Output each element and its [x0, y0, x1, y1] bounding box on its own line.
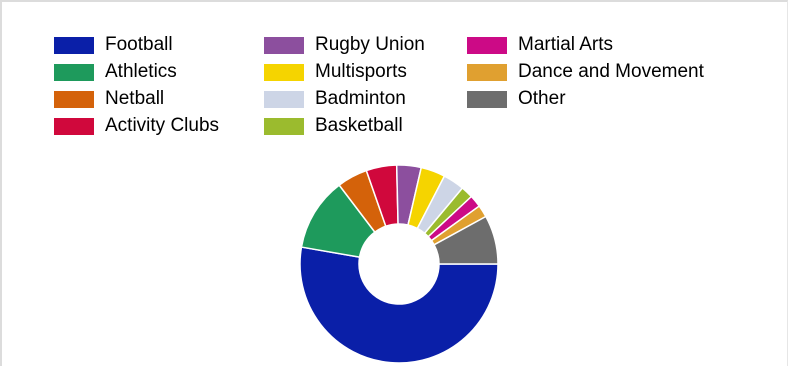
legend-label: Basketball [315, 115, 403, 136]
slice-football[interactable] [299, 246, 499, 364]
legend-label: Martial Arts [518, 34, 614, 55]
slice-other[interactable] [433, 215, 499, 265]
legend-swatch [264, 63, 304, 81]
legend-swatch [467, 63, 507, 81]
legend-label: Other [518, 88, 566, 109]
legend-item-football[interactable]: Football [54, 35, 173, 55]
legend-item-basketball[interactable]: Basketball [264, 116, 403, 136]
legend-label: Athletics [105, 61, 177, 82]
legend-swatch [264, 36, 304, 54]
legend-swatch [54, 90, 94, 108]
legend-swatch [467, 90, 507, 108]
legend-item-martial-arts[interactable]: Martial Arts [467, 35, 613, 55]
legend-swatch [264, 90, 304, 108]
legend-label: Netball [105, 88, 165, 109]
legend-item-badminton[interactable]: Badminton [264, 89, 406, 109]
legend-item-multisports[interactable]: Multisports [264, 62, 407, 82]
legend-item-athletics[interactable]: Athletics [54, 62, 177, 82]
legend-item-dance-and-movement[interactable]: Dance and Movement [467, 62, 704, 82]
legend-swatch [54, 36, 94, 54]
legend-item-netball[interactable]: Netball [54, 89, 164, 109]
legend-item-activity-clubs[interactable]: Activity Clubs [54, 116, 219, 136]
legend-swatch [467, 36, 507, 54]
legend-item-other[interactable]: Other [467, 89, 566, 109]
legend-swatch [54, 117, 94, 135]
legend-label: Dance and Movement [518, 61, 704, 82]
legend-label: Football [105, 34, 173, 55]
legend-label: Activity Clubs [105, 115, 220, 136]
legend-swatch [54, 63, 94, 81]
legend-label: Badminton [315, 88, 406, 109]
legend-swatch [264, 117, 304, 135]
legend-label: Multisports [315, 61, 407, 82]
legend-item-rugby-union[interactable]: Rugby Union [264, 35, 425, 55]
legend-label: Rugby Union [315, 34, 425, 55]
